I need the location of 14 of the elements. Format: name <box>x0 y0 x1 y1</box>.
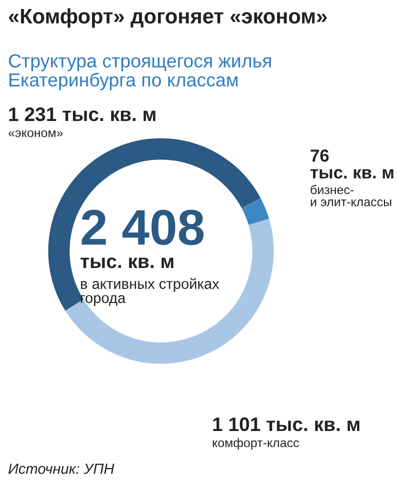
text: 2 408 <box>82 210 204 246</box>
text: тыс. кв. м <box>80 258 174 268</box>
data-label: 1 101 тыс. кв. м <box>213 417 360 432</box>
data-label: 1 231 тыс. кв. м <box>9 107 156 122</box>
slice-label: комфорт-класс <box>212 438 299 450</box>
chart-subtitle: Структура строящегося жилья Екатеринбурга по классам <box>8 54 271 90</box>
text: в активных стройках города <box>81 278 220 306</box>
donut-slice <box>242 198 270 225</box>
text: Источник: УПН <box>8 464 114 474</box>
data-label: 76 тыс. кв. м <box>310 149 394 179</box>
donut-slice <box>48 138 261 311</box>
chart-title: «Комфорт» догоняет «эконом» <box>8 8 327 28</box>
slice-label: бизнес- и элит-классы <box>310 184 392 206</box>
slice-label: «эконом» <box>8 130 63 138</box>
